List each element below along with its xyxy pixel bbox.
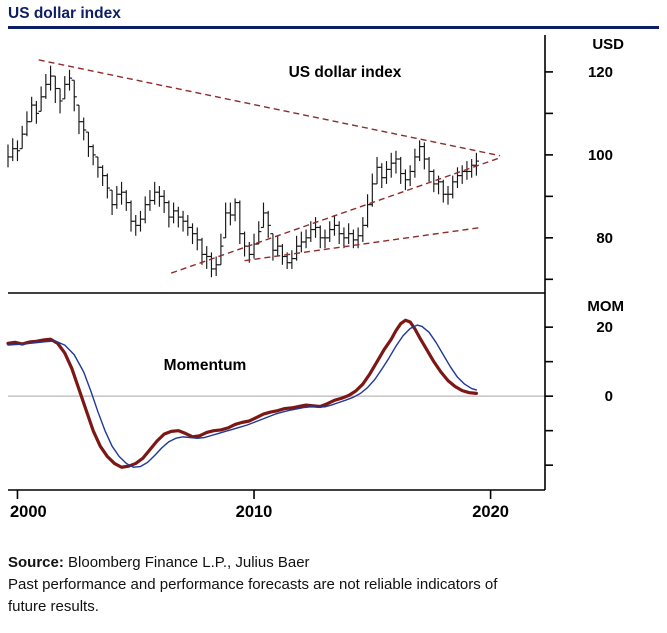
disclaimer-line-2: future results. <box>8 598 99 615</box>
disclaimer-line-1: Past performance and performance forecas… <box>8 576 498 593</box>
panel-title: US dollar index <box>289 64 402 81</box>
y-tick-label: 20 <box>596 319 613 336</box>
panel-0: 120 100 80 USD US dollar index <box>7 36 624 281</box>
panel-title: Momentum <box>164 357 247 374</box>
y-tick-label: 80 <box>596 230 613 247</box>
lower-support-line <box>170 157 501 274</box>
page-title: US dollar index <box>8 5 121 22</box>
signal-line <box>7 324 478 468</box>
y-ticks <box>545 326 553 466</box>
y-tick-label: 0 <box>605 388 613 405</box>
upper-resistance-line <box>38 59 501 157</box>
panel-1: 20 0 MOM Momentum <box>6 298 624 469</box>
source-text: Bloomberg Finance L.P., Julius Baer <box>63 554 310 571</box>
momentum-line <box>6 318 478 469</box>
y-ticks <box>545 71 553 281</box>
dollar-index-chart: 120 100 80 USD US dollar index 20 0 MOM Momentum… <box>6 35 624 521</box>
source-label: Source: <box>8 554 64 571</box>
title-underline <box>8 26 659 29</box>
x-tick-label: 2000 <box>10 503 47 521</box>
x-tick-label: 2020 <box>472 503 509 521</box>
source-line: Source: Bloomberg Finance L.P., Julius B… <box>8 552 663 574</box>
y-axis-label: USD <box>592 36 624 53</box>
x-tick-label: 2010 <box>236 503 273 521</box>
y-tick-label: 120 <box>588 64 613 81</box>
y-axis-label: MOM <box>587 298 624 315</box>
ohlc-bars <box>7 65 479 278</box>
footer: Source: Bloomberg Finance L.P., Julius B… <box>8 552 663 618</box>
axes-frame <box>8 35 546 491</box>
y-tick-label: 100 <box>588 147 613 164</box>
